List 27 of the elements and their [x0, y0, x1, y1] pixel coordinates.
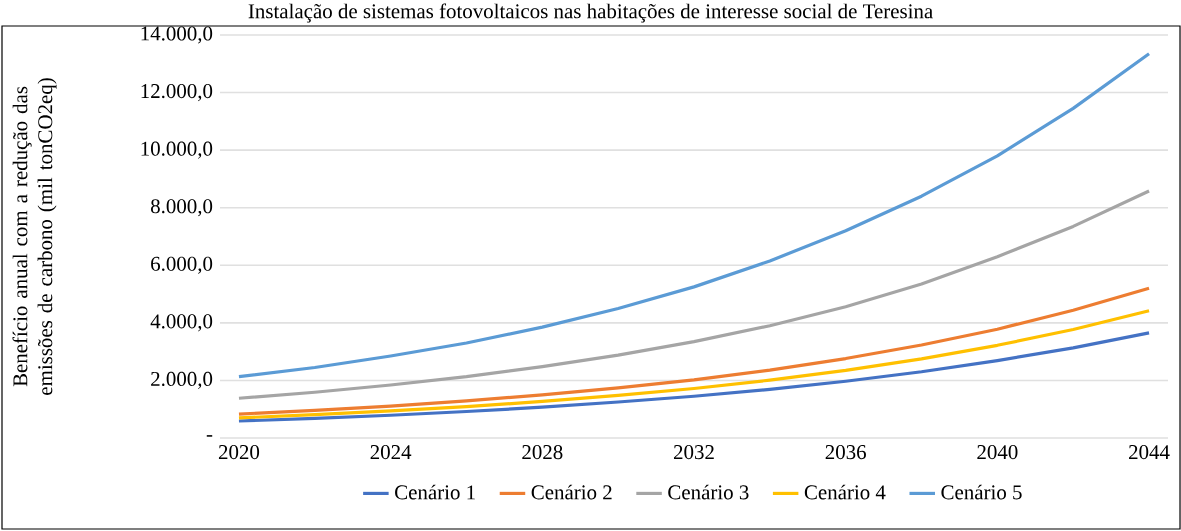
chart-title: Instalação de sistemas fotovoltaicos nas habitações de interesse social de Teresina	[248, 3, 933, 23]
legend-label: Cenário 2	[531, 484, 612, 500]
y-tick-label: 4.000,0	[150, 314, 213, 332]
line-series	[237, 309, 1151, 420]
x-tick-label: 2044	[1129, 445, 1170, 460]
legend-label: Cenário 5	[941, 484, 1022, 500]
x-tick-label: 2032	[673, 445, 714, 460]
y-tick-label: 2.000,0	[151, 371, 213, 389]
line-series	[237, 286, 1151, 416]
x-tick-label: 2040	[977, 445, 1018, 460]
y-axis-title: Benefício anual com a redução das emissões de carbono (mil tonCO2eq)	[12, 78, 57, 395]
y-tick-label: -	[206, 435, 213, 437]
y-tick-label: 6.000,0	[151, 256, 213, 274]
y-tick-label: 14.000,0	[141, 26, 213, 44]
x-tick-label: 2024	[370, 445, 412, 460]
x-tick-label: 2028	[522, 445, 563, 460]
legend-label: Cenário 4	[804, 484, 886, 500]
y-tick-label: 8.000,0	[150, 199, 213, 217]
x-tick-label: 2036	[825, 445, 866, 460]
legend-label: Cenário 1	[395, 484, 475, 500]
y-tick-label: 10.000,0	[141, 141, 213, 159]
y-tick-label: 12.000,0	[141, 84, 213, 102]
legend-label: Cenário 3	[668, 484, 749, 500]
x-tick-label: 2020	[218, 445, 260, 460]
line-series	[237, 52, 1151, 379]
line-series	[237, 331, 1151, 423]
line-series	[237, 189, 1151, 400]
